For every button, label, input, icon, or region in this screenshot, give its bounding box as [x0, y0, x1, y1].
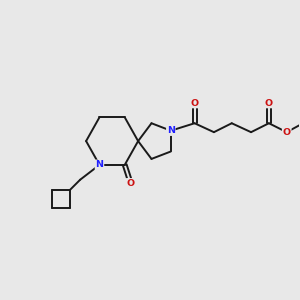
Text: O: O — [265, 98, 273, 107]
Text: O: O — [190, 98, 199, 107]
Text: O: O — [127, 179, 135, 188]
Text: N: N — [95, 160, 104, 169]
Text: N: N — [167, 126, 175, 135]
Text: O: O — [283, 128, 291, 137]
